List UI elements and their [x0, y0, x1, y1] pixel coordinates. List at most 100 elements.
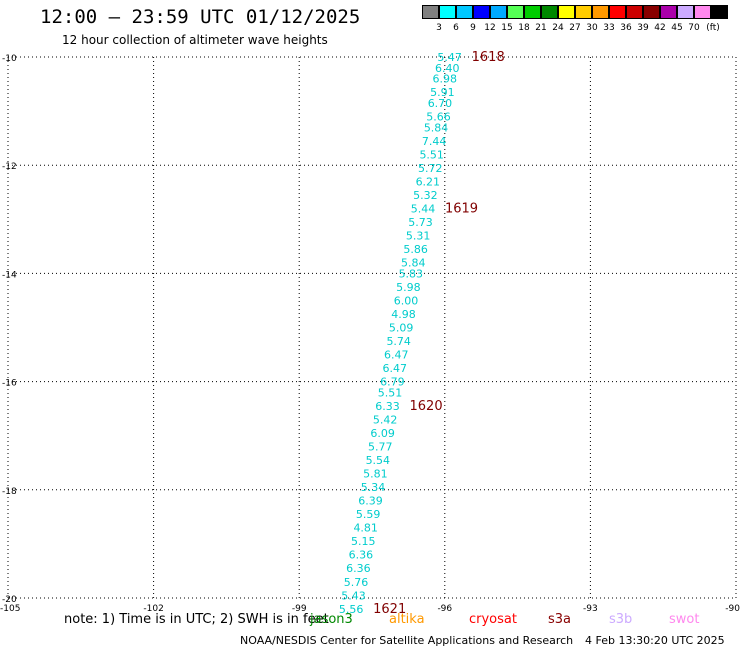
swh-value: 5.32 — [413, 189, 438, 202]
legend-swatch — [694, 5, 711, 19]
legend-unit: (ft) — [706, 23, 720, 33]
page-title: 12:00 — 23:59 UTC 01/12/2025 — [40, 6, 361, 28]
legend-label: 45 — [671, 23, 683, 33]
swh-value: 5.98 — [396, 281, 421, 294]
swh-value: 5.66 — [426, 111, 451, 124]
swh-value: 6.21 — [416, 175, 441, 188]
generation-timestamp: 4 Feb 13:30:20 UTC 2025 — [585, 634, 725, 647]
legend-swatch — [677, 5, 694, 19]
legend-swatch — [609, 5, 626, 19]
legend-label: 36 — [620, 23, 632, 33]
swh-value: 6.39 — [358, 495, 383, 508]
legend-label: 24 — [552, 23, 564, 33]
swh-value: 5.15 — [351, 535, 376, 548]
legend-swatch — [507, 5, 524, 19]
swh-value: 6.98 — [433, 73, 458, 86]
swh-value: 6.36 — [346, 562, 371, 575]
swh-value: 5.42 — [373, 413, 398, 426]
swh-value: 5.77 — [368, 441, 393, 454]
legend-label: 33 — [603, 23, 615, 33]
legend-swatch — [711, 5, 728, 19]
legend-label: 18 — [518, 23, 530, 33]
legend-swatch — [524, 5, 541, 19]
legend-label: 39 — [637, 23, 649, 33]
lon-tick-label: -99 — [292, 604, 307, 614]
satellite-s3b: s3b — [609, 612, 633, 627]
swh-value: 6.70 — [428, 97, 453, 110]
swh-value: 6.33 — [375, 400, 400, 413]
time-label: 1620 — [410, 399, 443, 414]
legend-label: 30 — [586, 23, 598, 33]
legend-label: 3 — [436, 23, 442, 33]
swh-value: 4.81 — [353, 522, 378, 535]
swh-value: 5.81 — [363, 468, 388, 481]
swh-value: 5.51 — [419, 148, 444, 161]
swh-value: 5.43 — [341, 589, 366, 602]
swh-value: 6.00 — [394, 294, 419, 307]
lat-tick-label: -10 — [2, 54, 17, 64]
swh-value: 5.51 — [378, 386, 403, 399]
swh-value: 5.56 — [339, 603, 364, 616]
lat-tick-label: -12 — [2, 162, 17, 172]
legend-swatch — [660, 5, 677, 19]
legend-swatch — [473, 5, 490, 19]
swh-value: 5.86 — [403, 243, 428, 256]
legend-swatch — [456, 5, 473, 19]
swh-value: 5.83 — [399, 267, 424, 280]
satellite-altika: altika — [389, 612, 425, 627]
legend-label: 27 — [569, 23, 581, 33]
swh-value: 6.79 — [380, 376, 405, 389]
swh-value: 5.47 — [437, 51, 462, 64]
legend-swatch — [541, 5, 558, 19]
lat-tick-label: -18 — [2, 487, 17, 497]
lat-tick-label: -20 — [2, 595, 17, 605]
swh-value: 5.91 — [430, 86, 455, 99]
swh-value: 6.47 — [384, 349, 409, 362]
legend-label: 15 — [501, 23, 513, 33]
swh-value: 5.09 — [389, 322, 414, 335]
swh-value: 6.40 — [435, 62, 460, 75]
lon-tick-label: -105 — [0, 604, 20, 614]
time-label: 1618 — [472, 50, 505, 65]
footer-note: note: 1) Time is in UTC; 2) SWH is in fe… — [64, 612, 329, 627]
legend-label: 6 — [453, 23, 459, 33]
swh-value: 5.72 — [418, 162, 443, 175]
lon-tick-label: -96 — [437, 604, 452, 614]
swh-value: 5.74 — [386, 335, 411, 348]
swh-value: 6.47 — [383, 362, 408, 375]
swh-value: 5.84 — [424, 121, 449, 134]
swh-value: 5.76 — [344, 576, 369, 589]
legend-label: 42 — [654, 23, 666, 33]
swh-value: 5.31 — [406, 230, 431, 243]
legend-swatch — [422, 5, 439, 19]
swh-value: 6.09 — [370, 427, 395, 440]
swh-value: 5.59 — [356, 508, 381, 521]
satellite-swot: swot — [669, 612, 700, 627]
legend-swatch — [643, 5, 660, 19]
lat-tick-label: -16 — [2, 379, 17, 389]
swh-value: 5.84 — [401, 257, 426, 270]
satellite-jason3: jason3 — [310, 612, 353, 627]
swh-value: 5.34 — [361, 481, 386, 494]
swh-value: 5.44 — [411, 202, 436, 215]
legend-swatch — [490, 5, 507, 19]
page-subtitle: 12 hour collection of altimeter wave hei… — [62, 33, 328, 47]
legend-swatch — [439, 5, 456, 19]
legend-label: 12 — [484, 23, 496, 33]
legend-swatch — [575, 5, 592, 19]
legend-swatch — [626, 5, 643, 19]
lon-tick-label: -90 — [725, 604, 740, 614]
time-label: 1621 — [373, 602, 406, 617]
lon-tick-label: -93 — [583, 604, 598, 614]
legend-label: 21 — [535, 23, 547, 33]
satellite-s3a: s3a — [548, 612, 572, 627]
satellite-cryosat: cryosat — [469, 612, 517, 627]
lat-tick-label: -14 — [2, 270, 17, 280]
lon-tick-label: -102 — [143, 604, 163, 614]
swh-value: 7.44 — [422, 135, 447, 148]
legend-swatch — [558, 5, 575, 19]
credit-line: NOAA/NESDIS Center for Satellite Applica… — [240, 634, 574, 647]
legend-swatch — [592, 5, 609, 19]
swh-value: 5.54 — [366, 454, 391, 467]
swh-value: 6.36 — [349, 549, 374, 562]
